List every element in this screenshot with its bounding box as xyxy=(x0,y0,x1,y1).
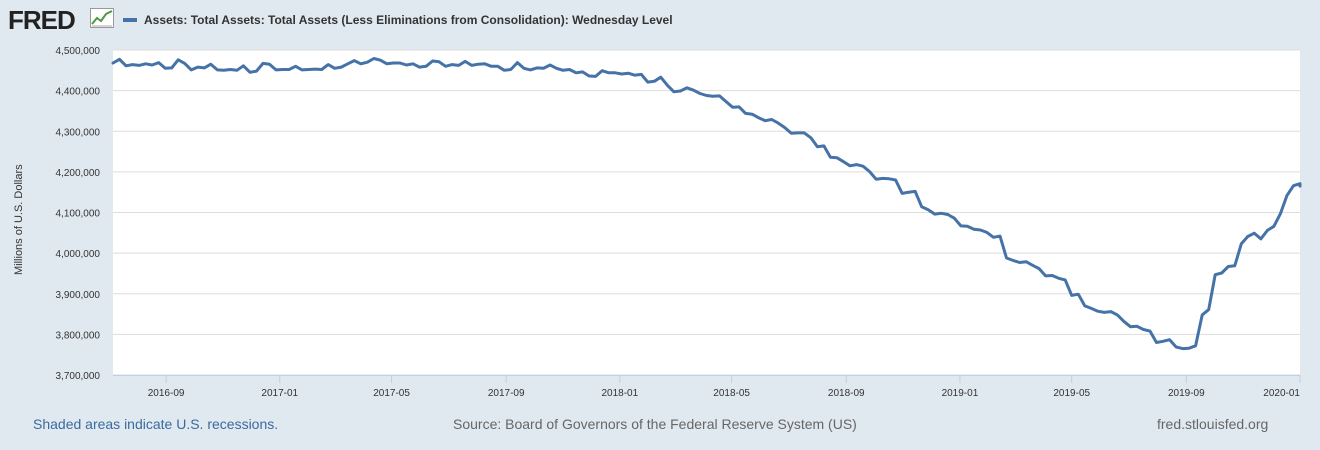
y-tick-label: 4,000,000 xyxy=(56,249,101,260)
legend-label: Assets: Total Assets: Total Assets (Less… xyxy=(144,13,673,27)
y-tick-label: 4,300,000 xyxy=(56,127,101,138)
site-link[interactable]: fred.stlouisfed.org xyxy=(1157,416,1269,432)
series-line[interactable] xyxy=(111,57,1302,351)
line-chart[interactable]: 4,500,000 4,400,000 4,300,000 4,200,000 4,10… xyxy=(0,0,1320,410)
y-tick-label: 4,100,000 xyxy=(56,209,101,220)
x-tick-label: 2018-01 xyxy=(601,388,638,399)
x-tick-label: 2017-09 xyxy=(488,388,525,399)
fred-logo[interactable]: FRED xyxy=(8,5,76,35)
y-tick-label: 3,900,000 xyxy=(56,290,101,301)
y-tick-label: 3,700,000 xyxy=(56,371,101,382)
y-tick-label: 4,500,000 xyxy=(56,46,101,57)
chart-footer: Shaded areas indicate U.S. recessions. S… xyxy=(0,414,1320,436)
x-tick-label: 2018-09 xyxy=(828,388,865,399)
x-tick-label: 2019-01 xyxy=(942,388,979,399)
recession-note-link[interactable]: Shaded areas indicate U.S. recessions. xyxy=(33,416,279,432)
x-tick-label: 2017-05 xyxy=(373,388,410,399)
y-tick-label: 3,800,000 xyxy=(56,330,101,341)
y-axis-ticks: 4,500,000 4,400,000 4,300,000 4,200,000 4,10… xyxy=(56,46,101,382)
x-tick-label: 2019-05 xyxy=(1053,388,1090,399)
line-graph-icon xyxy=(90,8,114,28)
x-tick-label: 2019-09 xyxy=(1168,388,1205,399)
x-tick-label: 2017-01 xyxy=(261,388,298,399)
x-tick-label: 2016-09 xyxy=(148,388,185,399)
source-text: Source: Board of Governors of the Federa… xyxy=(453,416,857,432)
chart-header: FRED Assets: Total Assets: Total Assets … xyxy=(0,0,1320,40)
legend-swatch xyxy=(123,18,137,22)
y-tick-label: 4,400,000 xyxy=(56,87,101,98)
x-axis-ticks: 2016-09 2017-01 2017-05 2017-09 2018-01 2018-… xyxy=(113,375,1301,399)
x-tick-label: 2020-01 xyxy=(1263,388,1300,399)
x-tick-label: 2018-05 xyxy=(713,388,750,399)
y-tick-label: 4,200,000 xyxy=(56,168,101,179)
